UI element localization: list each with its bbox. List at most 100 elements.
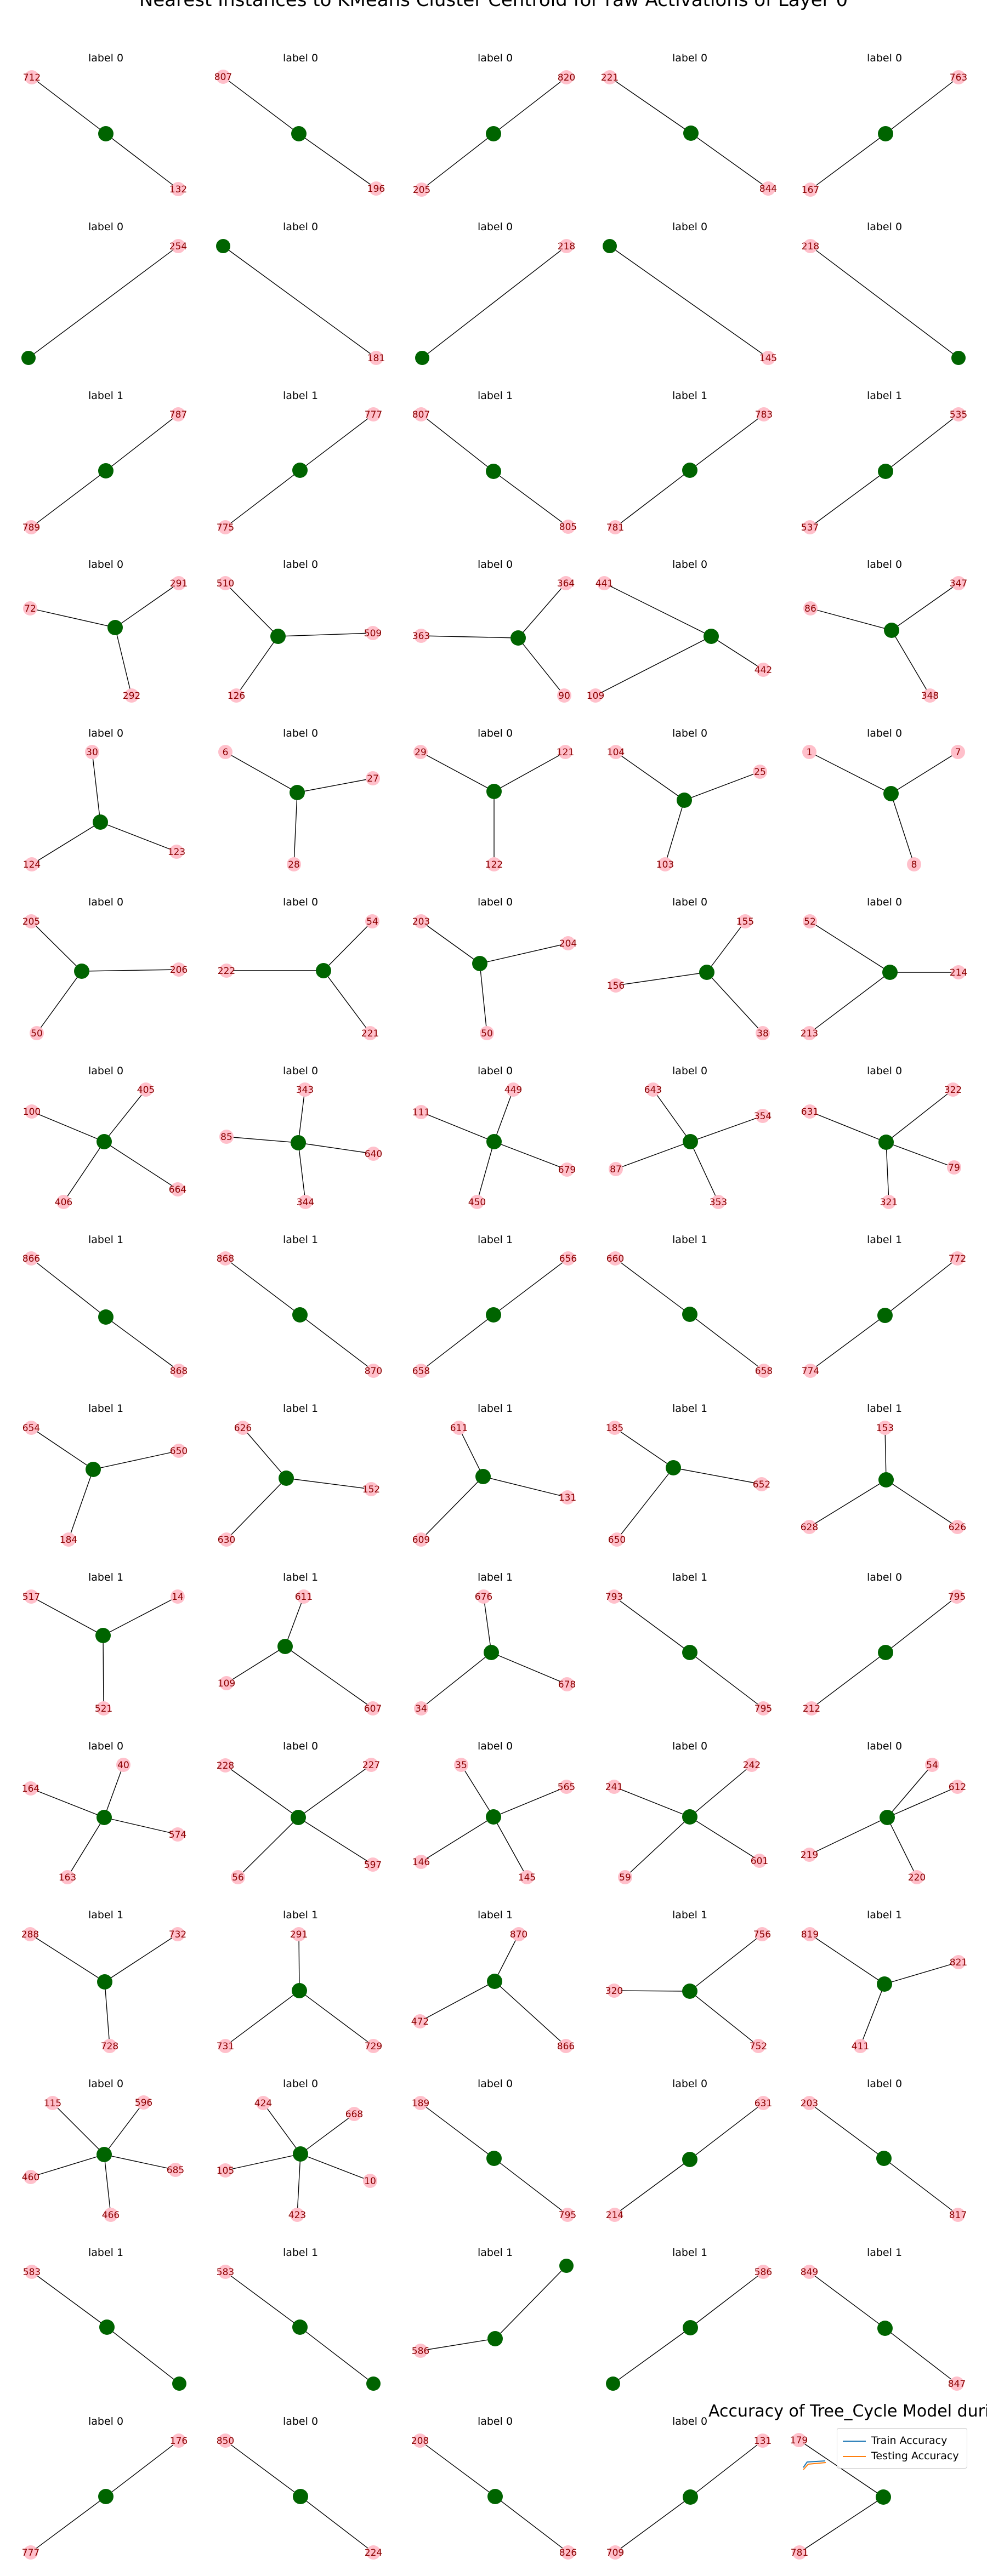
leaf-node-label: 218 bbox=[558, 241, 575, 252]
graph-edge bbox=[298, 1143, 305, 1202]
panel-label: label 0 bbox=[88, 896, 123, 908]
graph-edge bbox=[225, 2441, 300, 2497]
graph-edge bbox=[100, 822, 177, 852]
leaf-node-label: 242 bbox=[743, 1760, 761, 1771]
graph-panel: label 0441442109 bbox=[587, 558, 772, 703]
panel-label: label 0 bbox=[88, 1740, 123, 1752]
center-node bbox=[291, 1135, 306, 1150]
panel-label: label 0 bbox=[478, 727, 513, 739]
leaf-node-label: 214 bbox=[950, 967, 967, 978]
leaf-node-label: 10 bbox=[364, 2176, 376, 2187]
graph-edge bbox=[300, 2327, 373, 2384]
graph-panel: label 0212795 bbox=[803, 1571, 966, 1716]
graph-edge bbox=[892, 583, 958, 630]
leaf-node-label: 510 bbox=[217, 578, 234, 589]
graph-edge bbox=[286, 1478, 371, 1489]
leaf-node-label: 152 bbox=[362, 1484, 380, 1495]
graph-edge bbox=[886, 77, 958, 134]
graph-edge bbox=[690, 1652, 763, 1708]
center-node bbox=[704, 629, 719, 644]
graph-edge bbox=[690, 414, 764, 470]
leaf-node-label: 650 bbox=[170, 1446, 188, 1457]
graph-edge bbox=[225, 1765, 298, 1817]
panel-label: label 0 bbox=[478, 2415, 513, 2427]
legend-item-train: Train Accuracy bbox=[843, 2434, 947, 2447]
center-node bbox=[98, 1309, 114, 1325]
center-node bbox=[559, 2259, 574, 2273]
graph-panel: label 1660658 bbox=[606, 1234, 773, 1378]
graph-panel: label 0221844 bbox=[601, 52, 777, 196]
graph-edge bbox=[625, 1817, 690, 1877]
center-node bbox=[682, 1645, 697, 1660]
graph-edge bbox=[885, 1428, 886, 1480]
graph-edge bbox=[92, 752, 100, 822]
graph-panel: label 1807805 bbox=[412, 390, 577, 534]
leaf-node-label: 668 bbox=[345, 2109, 363, 2120]
graph-panel: label 015515638 bbox=[607, 896, 770, 1040]
graph-panel: label 0167763 bbox=[802, 52, 967, 197]
center-node bbox=[606, 2376, 620, 2391]
graph-edge bbox=[225, 2154, 300, 2170]
graph-edge bbox=[690, 1142, 718, 1202]
graph-edge bbox=[690, 2272, 763, 2328]
graph-panel: label 1870472866 bbox=[411, 1909, 575, 2053]
leaf-node-label: 685 bbox=[167, 2165, 184, 2176]
center-node bbox=[877, 1308, 893, 1323]
leaf-node-label: 185 bbox=[606, 1423, 623, 1434]
leaf-node-label: 109 bbox=[218, 1678, 235, 1689]
panel-label: label 1 bbox=[867, 390, 902, 402]
graph-edge bbox=[420, 2441, 495, 2497]
leaf-node-label: 728 bbox=[101, 2041, 118, 2052]
panel-label: label 1 bbox=[283, 1403, 318, 1415]
leaf-node-label: 611 bbox=[450, 1423, 468, 1434]
center-node bbox=[292, 1307, 308, 1323]
graph-edge bbox=[93, 1451, 179, 1469]
leaf-node-label: 1 bbox=[807, 747, 813, 758]
graph-edge bbox=[420, 1981, 495, 2021]
graph-edge bbox=[31, 2155, 104, 2177]
leaf-node-label: 123 bbox=[168, 847, 185, 858]
graph-edge bbox=[421, 1652, 491, 1708]
graph-edge bbox=[104, 1090, 146, 1142]
center-node bbox=[683, 2489, 698, 2505]
leaf-node-label: 521 bbox=[95, 1703, 112, 1714]
graph-edge bbox=[884, 2158, 958, 2215]
panel-label: label 0 bbox=[283, 52, 318, 64]
center-node bbox=[487, 2489, 503, 2504]
graph-edge bbox=[104, 1765, 123, 1817]
center-node bbox=[486, 464, 501, 479]
center-node bbox=[270, 629, 286, 644]
center-node bbox=[97, 2147, 112, 2162]
panel-label: label 1 bbox=[867, 1403, 902, 1415]
graph-panel: label 0189795 bbox=[412, 2078, 576, 2222]
center-node bbox=[290, 785, 305, 800]
leaf-node-label: 221 bbox=[361, 1028, 379, 1039]
panel-label: label 0 bbox=[672, 2415, 707, 2427]
center-node bbox=[603, 239, 617, 253]
leaf-node-label: 795 bbox=[559, 2210, 576, 2221]
leaf-node-label: 224 bbox=[365, 2547, 382, 2558]
graph-edge bbox=[886, 1480, 957, 1527]
panel-label: label 1 bbox=[283, 1234, 318, 1246]
graph-edge bbox=[812, 1652, 886, 1708]
panel-label: label 1 bbox=[88, 1571, 123, 1583]
leaf-node-label: 586 bbox=[755, 2267, 772, 2278]
graph-edge bbox=[615, 2497, 690, 2552]
graph-panel: label 1781783 bbox=[606, 390, 773, 534]
panel-label: label 1 bbox=[88, 1403, 123, 1415]
leaf-node-label: 34 bbox=[415, 1703, 427, 1714]
leaf-node-label: 30 bbox=[86, 747, 98, 758]
graph-panel: label 0807196 bbox=[214, 52, 385, 196]
leaf-node-label: 254 bbox=[169, 241, 187, 252]
leaf-node-label: 583 bbox=[23, 2267, 41, 2278]
center-node bbox=[683, 126, 699, 141]
graph-edge bbox=[665, 800, 684, 864]
graph-edge bbox=[653, 1090, 690, 1142]
graph-edge bbox=[494, 2158, 568, 2215]
center-node bbox=[99, 2319, 115, 2335]
leaf-node-label: 756 bbox=[753, 1929, 771, 1940]
legend-swatch-train bbox=[843, 2441, 866, 2442]
leaf-node-label: 612 bbox=[949, 1782, 966, 1793]
graph-panel: label 0218 bbox=[415, 221, 575, 365]
